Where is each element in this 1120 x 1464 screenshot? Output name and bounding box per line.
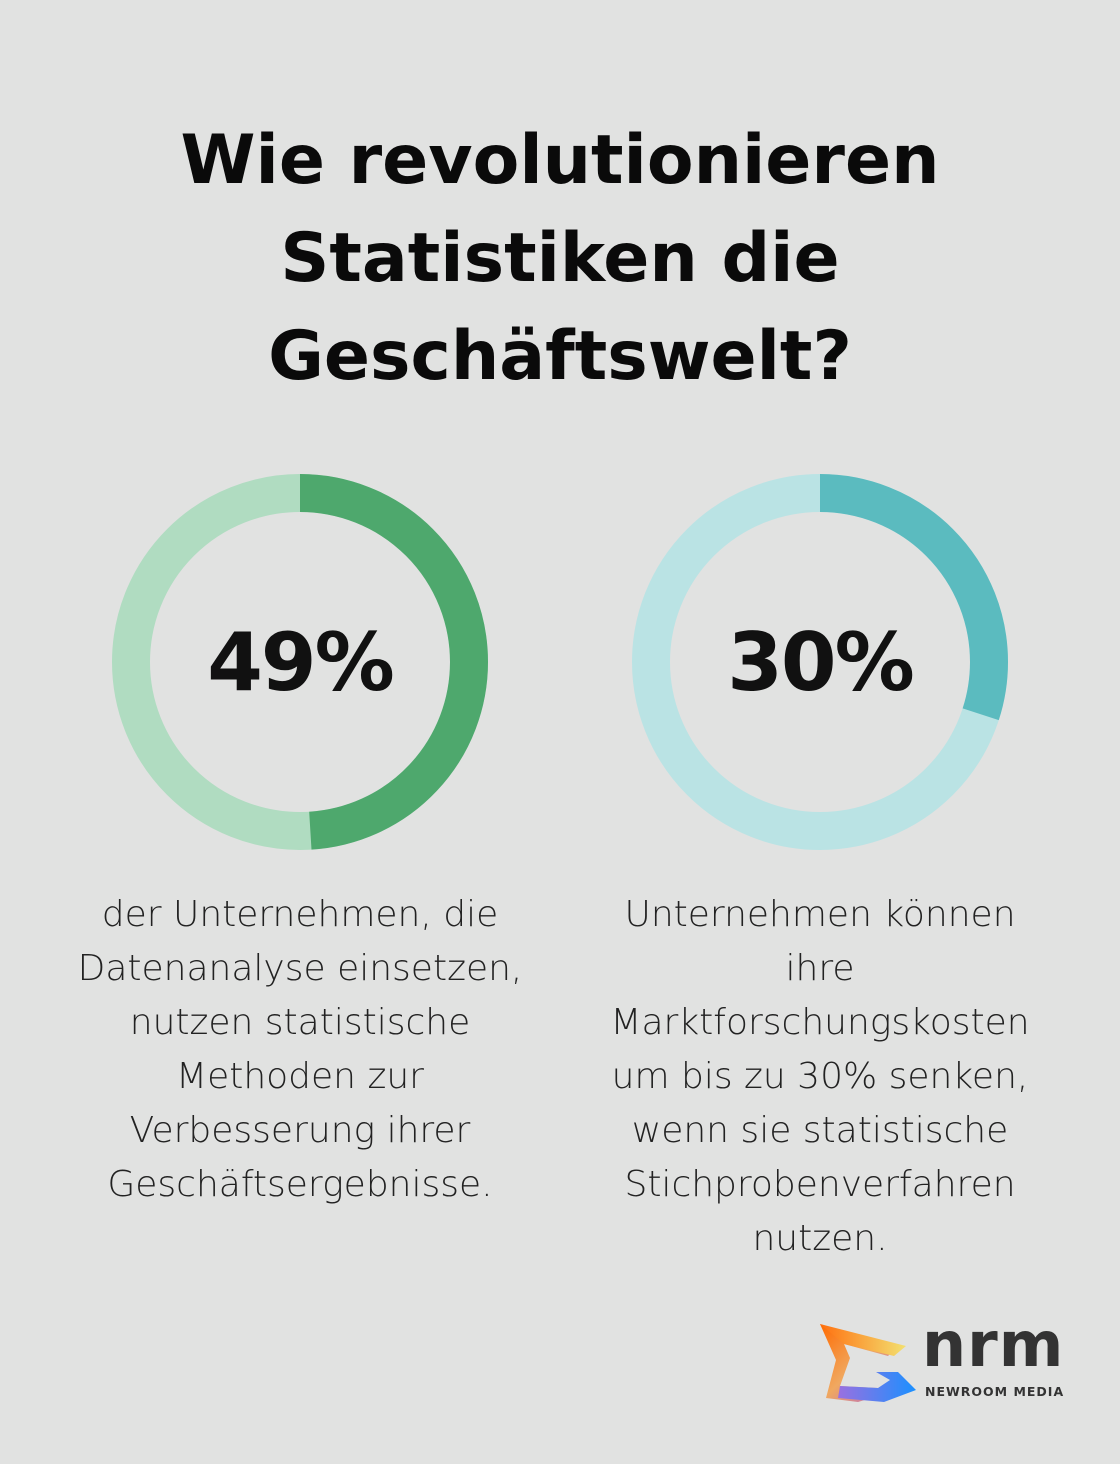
logo-subtitle: NEWROOM MEDIA [925,1384,1065,1399]
donut-value-arc [112,474,488,850]
donut-value-arc [632,474,1008,850]
donut-chart-2: 30% [630,472,1010,852]
logo-mark-icon [820,1324,916,1402]
description-2: Unternehmen können ihre Marktforschungsk… [610,894,1030,1259]
donut-svg-1 [112,474,488,850]
description-1: der Unternehmen, die Datenanalyse einset… [77,894,523,1205]
donut-chart-1: 49% [110,472,490,852]
percent-label: 49% [207,615,394,709]
page-title: Wie revolutionieren Statistiken die Gesc… [180,121,940,396]
newroom-media-logo: nrm NEWROOM MEDIA [818,1308,1068,1406]
donut-svg-2 [632,474,1008,850]
logo-wordmark: nrm [922,1308,1065,1381]
percent-label: 30% [727,615,914,709]
